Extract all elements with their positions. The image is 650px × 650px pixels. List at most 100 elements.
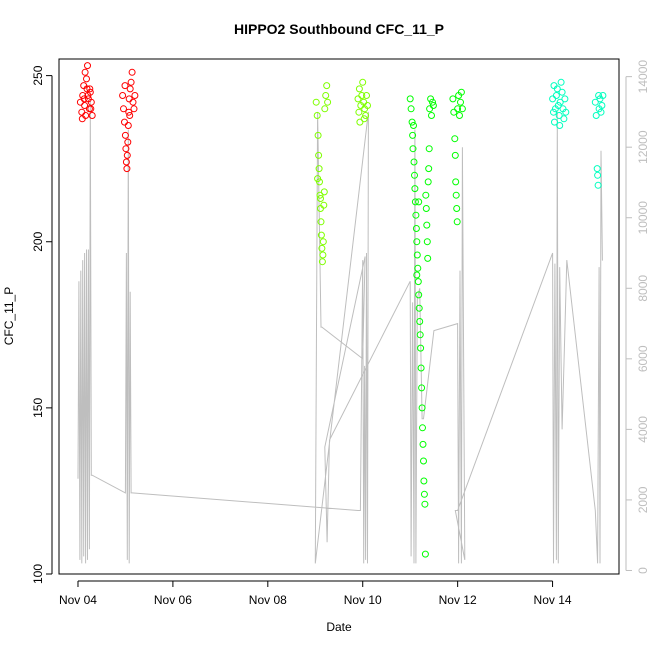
data-point [364,102,371,109]
data-point [417,364,425,372]
data-point [418,384,426,392]
data-point [360,115,368,123]
data-point [429,102,437,109]
data-point [82,112,90,119]
data-point [453,218,461,226]
data-point [317,205,324,212]
data-point [594,171,602,179]
x-tick-label: Nov 08 [249,593,287,607]
data-point [319,251,327,259]
y2-tick-label: 2000 [636,486,650,513]
data-point [414,264,422,272]
data-point [413,251,421,259]
data-point [410,158,418,166]
data-point [318,258,326,266]
primary-series [76,62,607,558]
data-point [451,151,459,159]
data-point [312,98,320,106]
data-point [128,68,136,76]
data-point [313,112,321,119]
data-point [453,205,461,212]
data-point [451,135,459,143]
data-point [323,82,331,90]
data-point [124,122,132,129]
data-point [425,145,433,153]
data-point [317,231,325,239]
data-point [123,151,131,159]
y-tick-label: 250 [31,65,45,85]
data-point [121,131,129,139]
data-point [86,85,94,93]
data-point [363,92,370,99]
data-point [449,95,457,103]
data-point [422,191,430,199]
data-point [415,291,423,299]
data-point [411,185,419,193]
data-point [591,98,599,106]
data-point [318,244,326,252]
data-point [420,490,428,498]
data-point [555,112,563,119]
data-point [415,198,423,206]
data-point [356,118,364,126]
data-point [415,304,423,312]
secondary-series [77,101,603,564]
plot-area-border [58,58,620,575]
data-point [320,201,328,209]
y2-tick-label: 12000 [636,130,650,164]
data-point [557,78,565,86]
data-point [419,424,426,432]
data-point [428,112,435,119]
data-point [87,98,95,106]
data-point [83,75,90,83]
data-point [417,344,425,352]
data-point [315,165,323,173]
data-point [408,118,416,126]
data-point [551,118,558,126]
x-tick-label: Nov 10 [344,593,382,607]
data-point [122,145,130,153]
data-point [414,278,422,286]
y2-tick-label: 14000 [636,60,650,94]
data-point [354,95,362,103]
data-point [560,115,568,123]
data-point [320,188,328,196]
data-point [124,138,132,146]
data-point [413,238,421,246]
data-point [324,98,332,106]
data-point [593,165,601,173]
data-point [358,92,366,99]
data-point [87,105,95,113]
data-point [315,151,323,159]
data-point [420,457,427,465]
data-point [457,88,465,96]
data-point [410,122,417,129]
data-point [80,82,88,90]
data-point [83,85,91,93]
data-point [423,238,431,246]
y-axis: 100 150 200 250 [31,65,53,584]
data-point [556,122,564,129]
x-tick-label: Nov 12 [439,593,477,607]
data-point [355,85,363,93]
data-point [319,238,327,246]
data-point [130,105,138,113]
data-point [79,92,87,99]
data-point [595,92,603,99]
data-point [121,82,129,90]
x-axis: Nov 04 Nov 06 Nov 08 Nov 10 Nov 12 Nov 14 [59,580,572,607]
data-point [458,105,466,113]
data-point [126,85,134,93]
data-point [314,175,322,183]
data-point [429,98,436,106]
data-point [359,78,367,86]
data-point [121,118,128,126]
data-point [422,205,430,212]
data-point [549,95,557,103]
data-point [556,98,564,106]
data-point [322,92,330,99]
data-point [407,105,415,113]
y2-axis: 0 2000 4000 6000 8000 10000 12000 14000 [625,60,650,574]
data-point [127,78,135,86]
x-tick-label: Nov 06 [154,593,192,607]
